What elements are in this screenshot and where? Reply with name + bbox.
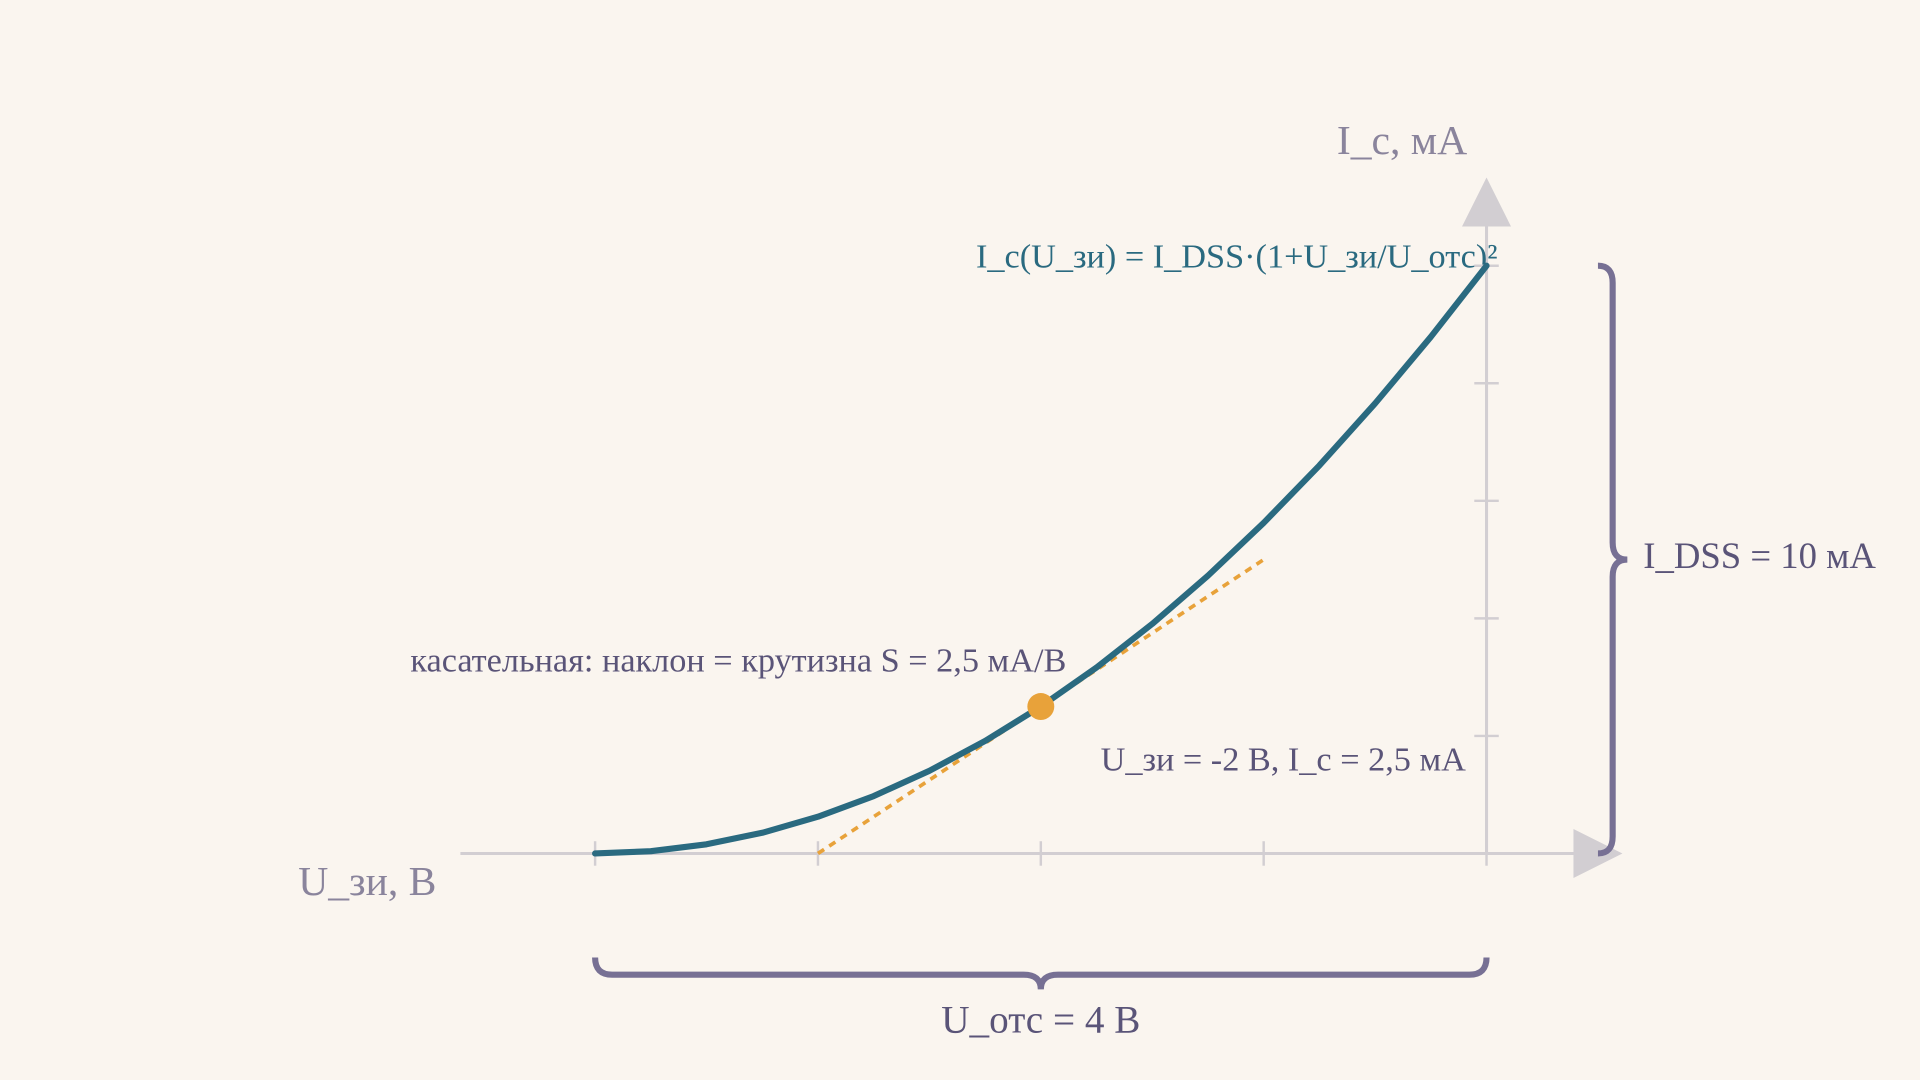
- idss-label: I_DSS = 10 мА: [1643, 535, 1876, 576]
- tangent-label: касательная: наклон = крутизна S = 2,5 м…: [410, 642, 1066, 680]
- tangent-line: [816, 558, 1265, 856]
- uots-brace: [592, 957, 1490, 990]
- operating-point: [1027, 693, 1055, 720]
- point-label: U_зи = -2 В, I_с = 2,5 мА: [1101, 741, 1467, 779]
- y-axis-label: I_с, мА: [1337, 118, 1467, 164]
- formula: I_с(U_зи) = I_DSS·(1+U_зи/U_отс)²: [976, 237, 1498, 275]
- x-axis-label: U_зи, В: [298, 859, 436, 905]
- uots-label: U_отс = 4 В: [941, 999, 1140, 1042]
- idss-brace: [1597, 262, 1628, 857]
- y-axis-arrow: [1462, 177, 1512, 227]
